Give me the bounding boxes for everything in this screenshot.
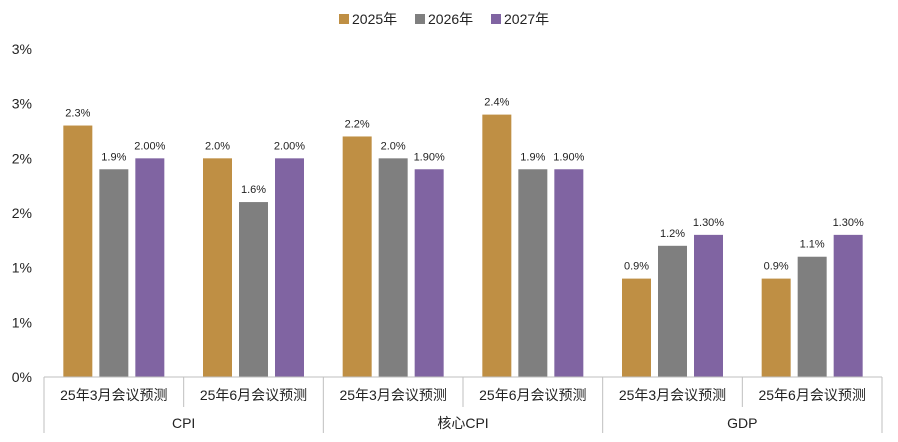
y-tick-label: 3% — [12, 96, 32, 112]
data-label: 1.9% — [520, 151, 545, 163]
data-label: 1.6% — [241, 184, 266, 196]
y-tick-label: 1% — [12, 260, 32, 276]
x-category-label: 25年6月会议预测 — [200, 387, 307, 403]
legend-swatch-2026年 — [415, 14, 425, 24]
x-group-label: CPI — [172, 415, 195, 431]
data-label: 2.4% — [484, 97, 509, 109]
x-group-label: GDP — [727, 415, 757, 431]
bar-2026年-1 — [239, 202, 268, 377]
legend-swatch-2025年 — [339, 14, 349, 24]
y-tick-label: 0% — [12, 369, 32, 385]
y-axis: 0% 1% 1% 2% 2% 3% 3% — [12, 41, 32, 385]
bar-2027年-2 — [414, 169, 444, 377]
data-label: 1.90% — [553, 151, 584, 163]
bar-2025年-2 — [342, 136, 372, 377]
legend-label: 2026年 — [428, 11, 473, 27]
x-category-label: 25年6月会议预测 — [479, 387, 586, 403]
legend-swatch-2027年 — [491, 14, 501, 24]
bar-2025年-3 — [482, 114, 512, 377]
legend: 2025年 2026年 2027年 — [339, 11, 549, 27]
bar-2025年-4 — [622, 278, 651, 377]
x-category-label: 25年3月会议预测 — [619, 387, 726, 403]
data-label: 2.3% — [65, 108, 90, 120]
bar-2026年-2 — [378, 158, 408, 377]
x-category-label: 25年3月会议预测 — [60, 387, 167, 403]
data-label: 1.9% — [101, 151, 126, 163]
data-label: 1.1% — [800, 239, 825, 251]
y-tick-label: 2% — [12, 205, 32, 221]
bar-2027年-1 — [275, 158, 304, 377]
bar-2026年-5 — [797, 256, 827, 377]
data-label: 2.2% — [345, 118, 370, 130]
bar-2027年-3 — [554, 169, 584, 377]
data-label: 1.30% — [833, 217, 864, 229]
data-label: 1.2% — [660, 228, 685, 240]
x-axis: 25年3月会议预测 25年6月会议预测 25年3月会议预测 25年6月会议预测 25年3… — [43, 376, 883, 433]
bar-2025年-0 — [63, 125, 93, 378]
bar-2026年-4 — [658, 245, 687, 377]
data-label: 2.00% — [274, 140, 305, 152]
legend-label: 2025年 — [352, 11, 397, 27]
bar-2027年-4 — [694, 234, 723, 377]
bar-2027年-0 — [135, 158, 165, 377]
x-group-label: 核心CPI — [437, 415, 488, 431]
bar-2026年-3 — [518, 169, 548, 377]
data-label: 0.9% — [764, 261, 789, 273]
y-tick-label: 1% — [12, 314, 32, 330]
bar-2026年-0 — [99, 169, 129, 377]
data-label: 1.90% — [414, 151, 445, 163]
x-category-label: 25年3月会议预测 — [339, 387, 446, 403]
legend-label: 2027年 — [504, 11, 549, 27]
bars — [63, 114, 863, 378]
data-label: 2.0% — [381, 140, 406, 152]
bar-2027年-5 — [833, 234, 863, 377]
bar-2025年-1 — [203, 158, 232, 377]
data-label: 1.30% — [693, 217, 724, 229]
y-tick-label: 3% — [12, 41, 32, 57]
bar-2025年-5 — [761, 278, 791, 377]
data-label: 2.00% — [134, 140, 165, 152]
x-category-label: 25年6月会议预测 — [758, 387, 865, 403]
data-label: 2.0% — [205, 140, 230, 152]
data-labels: 2.3% 1.9% 2.00% 2.0% 1.6% 2.00% 2.2% 2.0% 1.90% 2… — [65, 97, 864, 273]
y-tick-label: 2% — [12, 150, 32, 166]
data-label: 0.9% — [624, 261, 649, 273]
